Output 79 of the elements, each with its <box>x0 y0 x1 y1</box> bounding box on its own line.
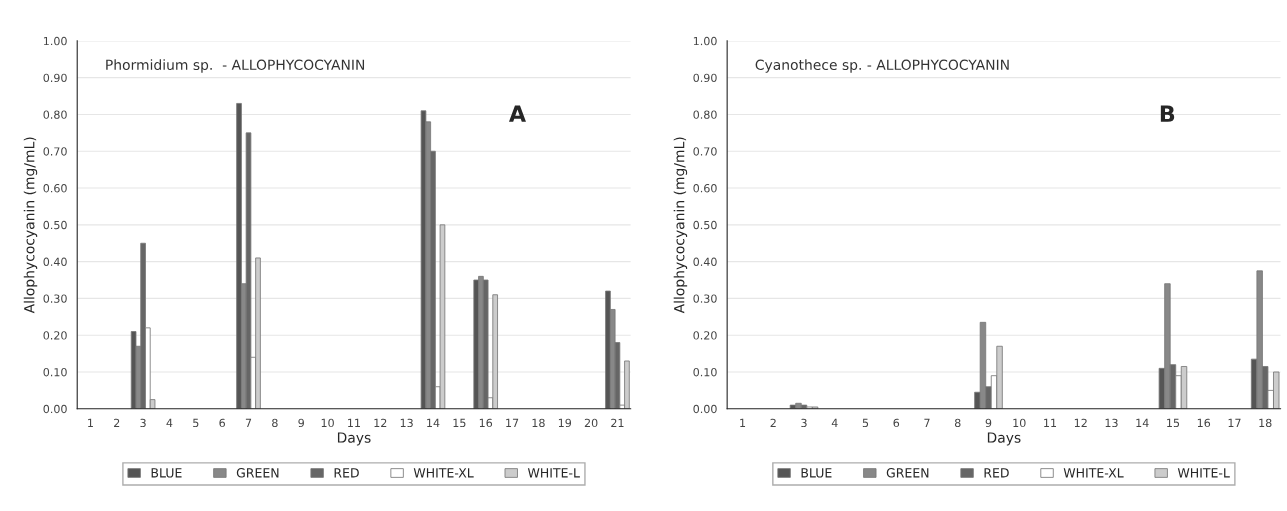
x-tick-label: 12 <box>374 418 387 427</box>
x-tick-label: 9 <box>298 418 304 428</box>
legend-label: BLUE <box>801 468 832 478</box>
y-tick-label: 0.40 <box>693 257 717 267</box>
y-tick-label: 0.70 <box>693 147 717 156</box>
x-tick-label: 7 <box>924 418 930 427</box>
x-tick-label: 13 <box>400 418 413 428</box>
legend-label: GREEN <box>886 468 929 478</box>
x-tick-label: 1 <box>740 418 746 427</box>
legend-label: WHITE-L <box>1177 468 1230 478</box>
legend-label: BLUE <box>151 468 182 478</box>
x-tick-label: 11 <box>348 418 360 427</box>
x-axis-title: Days <box>987 432 1021 446</box>
x-tick-label: 11 <box>1044 418 1057 427</box>
y-tick-label: 0.50 <box>693 220 717 230</box>
x-tick-label: 15 <box>1167 418 1180 428</box>
x-tick-label: 14 <box>1136 418 1149 427</box>
legend-label: RED <box>984 468 1009 478</box>
x-tick-label: 12 <box>1074 418 1087 427</box>
x-tick-label: 21 <box>611 418 624 427</box>
legend-label: WHITE-L <box>527 468 580 478</box>
x-tick-label: 18 <box>532 418 545 428</box>
x-tick-label: 6 <box>219 418 225 428</box>
x-tick-label: 16 <box>1197 418 1211 428</box>
legend-label: RED <box>334 468 359 478</box>
x-tick-label: 5 <box>862 418 869 428</box>
annotation: A <box>508 105 526 122</box>
x-tick-label: 20 <box>584 418 598 428</box>
y-tick-label: 0.70 <box>43 147 67 156</box>
x-tick-label: 17 <box>506 418 519 427</box>
x-tick-label: 4 <box>831 418 838 427</box>
y-tick-label: 0.10 <box>43 367 67 377</box>
y-tick-label: 0.20 <box>693 331 717 340</box>
y-tick-label: 0.80 <box>693 110 717 119</box>
x-tick-label: 4 <box>166 418 173 427</box>
x-tick-label: 3 <box>140 418 146 428</box>
x-tick-label: 10 <box>1013 418 1026 428</box>
x-tick-label: 13 <box>1105 418 1118 428</box>
y-tick-label: 0.00 <box>693 404 717 414</box>
y-tick-label: 0.90 <box>43 73 67 83</box>
y-tick-label: 0.10 <box>693 367 717 377</box>
x-tick-label: 2 <box>770 418 776 427</box>
legend-label: WHITE-XL <box>413 468 474 478</box>
legend-label: WHITE-XL <box>1063 468 1124 478</box>
text: Phormidium sp. - ALLOPHYCOCYANIN <box>106 59 365 73</box>
annotation: B <box>1160 105 1175 122</box>
x-axis-title: Days <box>337 432 371 446</box>
legend-label: GREEN <box>236 468 279 478</box>
y-tick-label: 0.20 <box>43 331 67 340</box>
y-axis-title: Allophycocyanin (mg/mL) <box>673 137 688 314</box>
y-tick-label: 0.90 <box>693 73 717 83</box>
x-tick-label: 3 <box>801 418 807 428</box>
x-tick-label: 18 <box>1259 418 1272 428</box>
x-tick-label: 8 <box>954 418 961 428</box>
y-tick-label: 0.60 <box>43 184 67 193</box>
x-tick-label: 8 <box>272 418 278 428</box>
x-tick-label: 7 <box>245 418 252 427</box>
y-tick-label: 0.00 <box>43 404 67 414</box>
x-tick-label: 5 <box>193 418 199 428</box>
x-tick-label: 9 <box>985 418 992 428</box>
x-tick-label: 16 <box>479 418 493 428</box>
text: Cyanothece sp. - ALLOPHYCOCYANIN <box>755 59 1009 73</box>
y-tick-label: 0.50 <box>43 220 67 230</box>
x-tick-label: 2 <box>114 418 120 427</box>
x-tick-label: 15 <box>453 418 466 428</box>
y-axis-title: Allophycocyanin (mg/mL) <box>23 137 38 314</box>
x-tick-label: 19 <box>558 418 572 428</box>
y-tick-label: 0.60 <box>693 184 717 193</box>
x-tick-label: 10 <box>321 418 334 428</box>
y-tick-label: 1.00 <box>43 36 67 46</box>
x-tick-label: 1 <box>88 418 93 427</box>
x-tick-label: 17 <box>1228 418 1241 427</box>
x-tick-label: 14 <box>427 418 440 427</box>
y-tick-label: 0.40 <box>43 257 67 267</box>
y-tick-label: 0.80 <box>43 110 67 119</box>
y-tick-label: 0.30 <box>693 294 717 303</box>
y-tick-label: 1.00 <box>693 36 717 46</box>
x-tick-label: 6 <box>893 418 900 428</box>
y-tick-label: 0.30 <box>43 294 67 303</box>
